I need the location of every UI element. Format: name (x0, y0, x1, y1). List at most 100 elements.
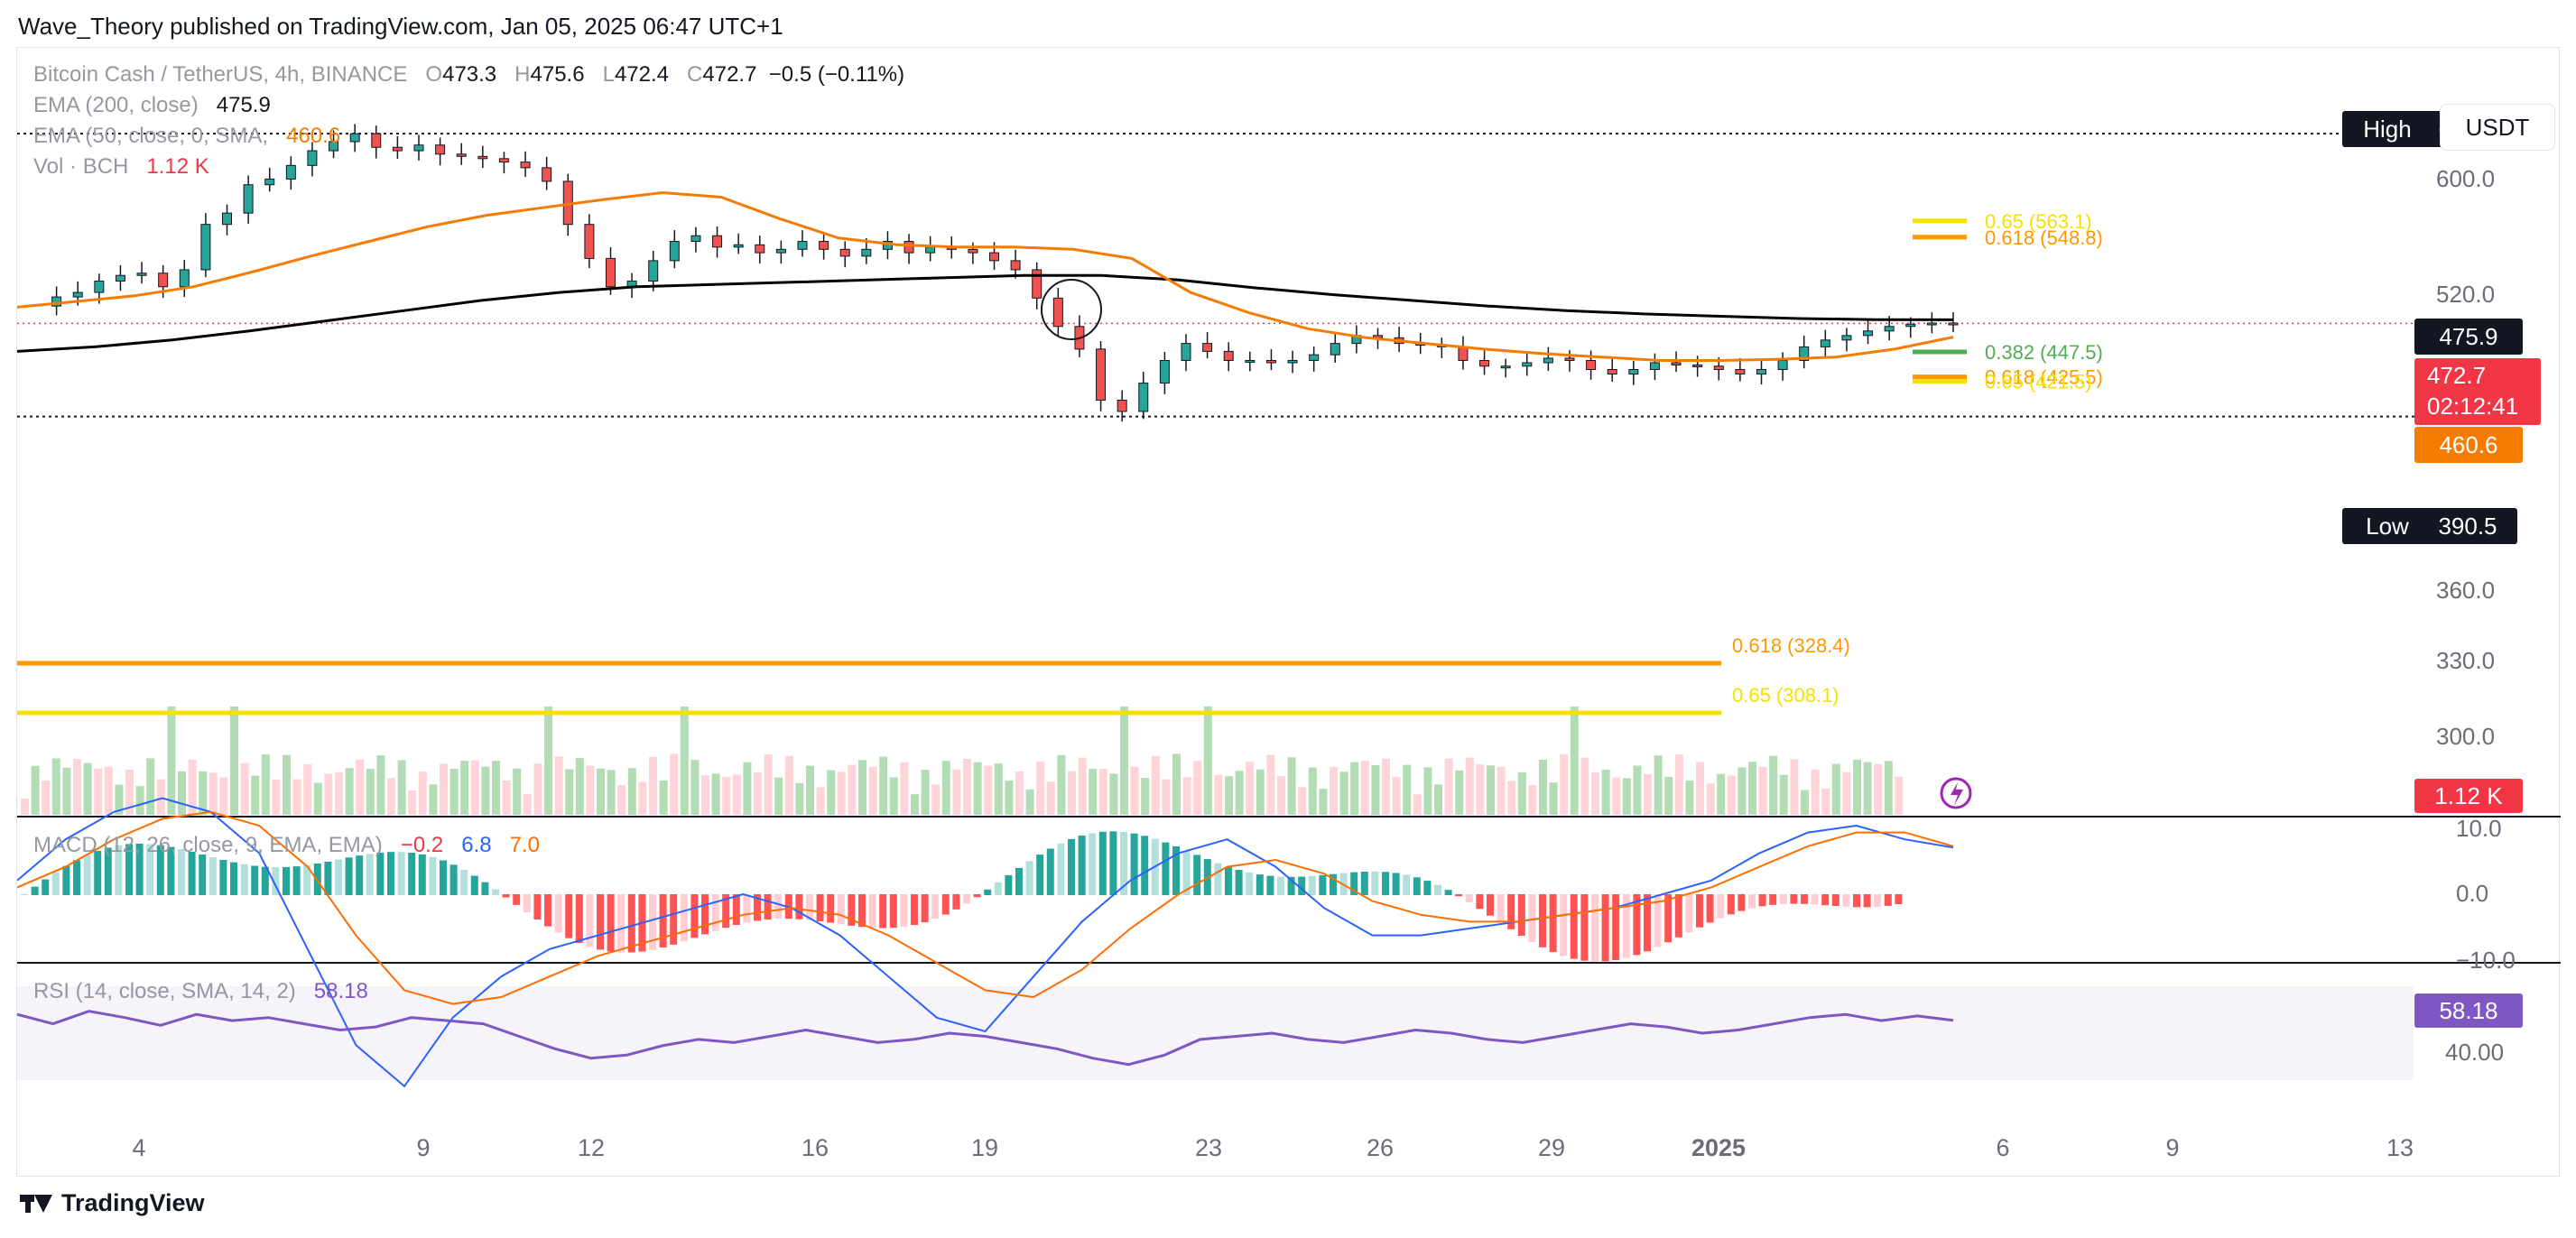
macd-histogram-bar (460, 870, 468, 895)
volume-bar (1487, 765, 1495, 815)
legend-macd-hist: −0.2 (400, 833, 444, 857)
chart-svg[interactable]: 0.65 (563.1)0.618 (548.8)0.382 (447.5)0.… (17, 48, 2561, 1178)
macd-histogram-bar (1612, 894, 1620, 961)
volume-bar (649, 756, 657, 815)
chart-frame[interactable]: 0.65 (563.1) 0.618 (548.8) 0.382 (447.5) 0.… (16, 47, 2561, 1178)
macd-histogram-bar (188, 851, 196, 895)
volume-bar (1507, 781, 1516, 815)
candle-body (285, 164, 296, 180)
legend-open: 473.3 (442, 62, 497, 87)
tradingview-logo[interactable]: TradingView (20, 1189, 205, 1217)
volume-bar (1141, 778, 1150, 815)
volume-bar (513, 768, 522, 815)
volume-bar (62, 767, 71, 815)
volume-bar (1098, 769, 1107, 815)
candle-body (542, 167, 552, 182)
macd-histogram-bar (1874, 894, 1882, 907)
volume-bar (1277, 776, 1285, 815)
volume-bar (21, 799, 29, 815)
legend-symbol: Bitcoin Cash / TetherUS, 4h, BINANCE (33, 62, 408, 87)
candle-body (1713, 365, 1724, 371)
macd-histogram-bar (659, 894, 667, 948)
candle-body (307, 150, 318, 166)
volume-bar (1308, 767, 1317, 815)
volume-bar (1214, 774, 1223, 815)
macd-histogram-bar (1423, 881, 1432, 895)
volume-bar (1005, 781, 1014, 815)
x-axis-tick-label: 26 (1367, 1134, 1394, 1161)
candle-body (1309, 354, 1320, 361)
macd-histogram-bar (440, 860, 447, 895)
macd-histogram-bar (565, 894, 573, 938)
macd-histogram-bar (1884, 894, 1892, 906)
macd-histogram-bar (199, 854, 207, 895)
macd-histogram-bar (1403, 874, 1411, 895)
legend-close: 472.7 (702, 62, 757, 87)
volume-bar (774, 777, 783, 815)
macd-histogram-bar (774, 894, 783, 919)
volume-bar (523, 793, 532, 815)
macd-histogram-bar (1162, 842, 1170, 895)
macd-histogram-bar (1277, 876, 1284, 895)
volume-bar (868, 766, 877, 815)
macd-axis-tick-label: 10.0 (2456, 815, 2502, 842)
macd-histogram-bar (502, 894, 510, 898)
macd-histogram-bar (1779, 894, 1787, 904)
candle-body (903, 241, 914, 254)
volume-bar (1266, 754, 1275, 815)
volume-bar (670, 753, 679, 815)
volume-bar (251, 775, 260, 815)
volume-bar (701, 775, 709, 815)
candle-body (1564, 357, 1575, 361)
macd-histogram-bar (73, 860, 80, 895)
candle-body (1223, 350, 1234, 361)
y-axis-tick-label: 330.0 (2436, 647, 2495, 674)
volume-bar (1256, 769, 1265, 815)
macd-histogram-bar (984, 889, 992, 895)
volume-bar (617, 785, 626, 815)
legend-low: 472.4 (614, 62, 670, 87)
macd-histogram-bar (230, 862, 237, 895)
macd-histogram-bar (1444, 890, 1452, 895)
macd-histogram-bar (722, 894, 730, 928)
candle-body (861, 248, 872, 257)
candle-body (1010, 260, 1021, 271)
macd-histogram-bar (1727, 894, 1735, 915)
macd-axis-tick-label: −10.0 (2456, 947, 2516, 974)
volume-bar (1644, 774, 1652, 815)
macd-histogram-bar (1664, 894, 1673, 943)
publisher-line: Wave_Theory published on TradingView.com… (18, 13, 783, 40)
candle-body (392, 146, 403, 152)
volume-bar (1078, 757, 1087, 815)
volume-bar (1528, 785, 1537, 815)
currency-button[interactable]: USDT (2440, 104, 2555, 151)
fib-level-label: 0.65 (563.1) (1985, 210, 2092, 233)
macd-line (17, 797, 1954, 1088)
macd-histogram-bar (701, 894, 709, 935)
candle-body (1735, 369, 1746, 375)
y-axis-tick-label: 300.0 (2436, 723, 2495, 750)
macd-histogram-bar (994, 882, 1002, 895)
volume-bar (1769, 755, 1778, 815)
candle-body (498, 158, 509, 163)
macd-histogram-bar (1717, 894, 1725, 919)
volume-bar (324, 773, 333, 815)
candle-body (1820, 339, 1830, 347)
volume-bar (607, 770, 616, 815)
macd-histogram-bar (732, 894, 740, 926)
volume-bar (586, 765, 595, 815)
volume-bar (208, 772, 218, 815)
low-tag-value-bg (2418, 508, 2517, 544)
candle-body (1692, 364, 1703, 367)
macd-histogram-bar (1591, 894, 1598, 962)
macd-histogram-bar (1036, 855, 1044, 895)
volume-bar (806, 765, 814, 815)
macd-histogram-bar (324, 861, 332, 895)
macd-histogram-bar (1371, 871, 1379, 895)
candle-body (72, 291, 83, 298)
legend-macd: MACD (12, 26, close, 9, EMA, EMA) −0.2 6… (33, 833, 540, 858)
volume-bar (73, 759, 81, 815)
volume-bar (597, 768, 605, 815)
volume-bar (1790, 759, 1799, 815)
candle-body (1841, 335, 1852, 341)
